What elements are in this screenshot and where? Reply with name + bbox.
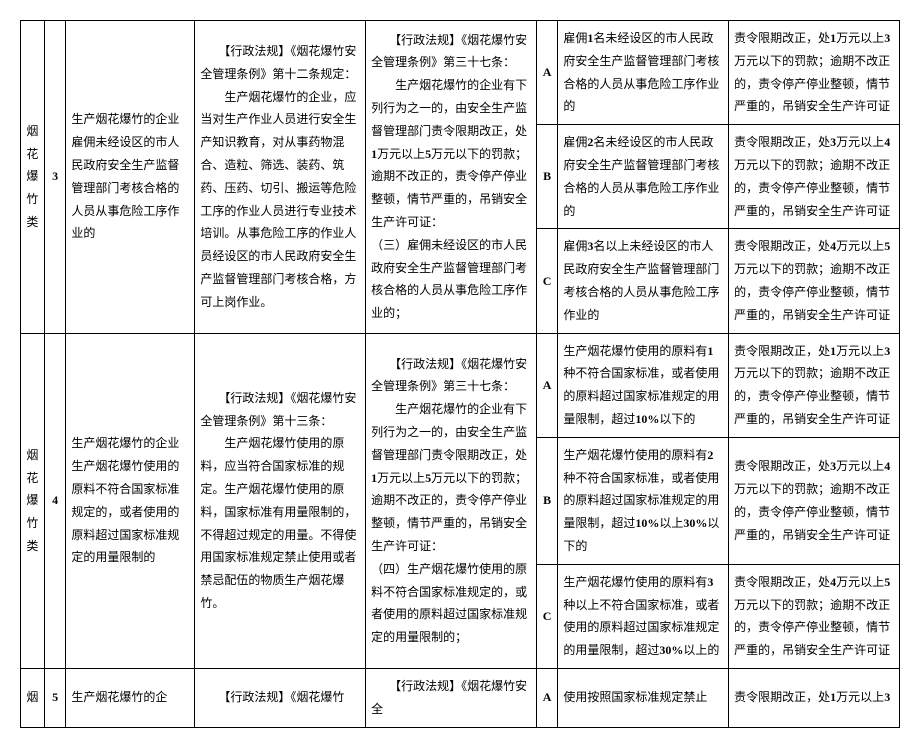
grade-cell: A — [536, 21, 557, 125]
table-row: 烟花爆竹类3生产烟花爆竹的企业雇佣未经设区的市人民政府安全生产监督管理部门考核合… — [21, 21, 900, 125]
penalty-cell: 责令限期改正，处1万元以上3 — [729, 668, 900, 727]
row-number-cell: 3 — [44, 21, 65, 334]
penalty-rule-cell: 【行政法规】《烟花爆竹安全 — [366, 668, 537, 727]
condition-cell: 使用按照国家标准规定禁止 — [558, 668, 729, 727]
category-cell: 烟花爆竹类 — [21, 21, 45, 334]
row-number-cell: 4 — [44, 333, 65, 668]
category-cell: 烟 — [21, 668, 45, 727]
condition-cell: 雇佣1名未经设区的市人民政府安全生产监督管理部门考核合格的人员从事危险工序作业的 — [558, 21, 729, 125]
grade-cell: B — [536, 437, 557, 564]
grade-cell: A — [536, 668, 557, 727]
category-cell: 烟花爆竹类 — [21, 333, 45, 668]
penalty-cell: 责令限期改正，处3万元以上4万元以下的罚款；逾期不改正的，责令停产停业整顿，情节… — [729, 125, 900, 229]
condition-cell: 雇佣3名以上未经设区的市人民政府安全生产监督管理部门考核合格的人员从事危险工序作… — [558, 229, 729, 333]
row-number-cell: 5 — [44, 668, 65, 727]
condition-cell: 雇佣2名未经设区的市人民政府安全生产监督管理部门考核合格的人员从事危险工序作业的 — [558, 125, 729, 229]
violation-item-cell: 生产烟花爆竹的企业雇佣未经设区的市人民政府安全生产监督管理部门考核合格的人员从事… — [66, 21, 195, 334]
penalty-rule-cell: 【行政法规】《烟花爆竹安全管理条例》第三十七条： 生产烟花爆竹的企业有下列行为之… — [366, 333, 537, 668]
penalty-cell: 责令限期改正，处1万元以上3万元以下的罚款；逾期不改正的，责令停产停业整顿，情节… — [729, 21, 900, 125]
table-row: 烟花爆竹类4生产烟花爆竹的企业生产烟花爆竹使用的原料不符合国家标准规定的，或者使… — [21, 333, 900, 437]
grade-cell: C — [536, 564, 557, 668]
condition-cell: 生产烟花爆竹使用的原料有1种不符合国家标准，或者使用的原料超过国家标准规定的用量… — [558, 333, 729, 437]
legal-basis-cell: 【行政法规】《烟花爆竹 — [195, 668, 366, 727]
legal-basis-cell: 【行政法规】《烟花爆竹安全管理条例》第十三条： 生产烟花爆竹使用的原料，应当符合… — [195, 333, 366, 668]
penalty-cell: 责令限期改正，处1万元以上3万元以下的罚款；逾期不改正的，责令停产停业整顿，情节… — [729, 333, 900, 437]
penalty-table: 烟花爆竹类3生产烟花爆竹的企业雇佣未经设区的市人民政府安全生产监督管理部门考核合… — [20, 20, 900, 728]
grade-cell: A — [536, 333, 557, 437]
grade-cell: C — [536, 229, 557, 333]
condition-cell: 生产烟花爆竹使用的原料有3种以上不符合国家标准，或者使用的原料超过国家标准规定的… — [558, 564, 729, 668]
condition-cell: 生产烟花爆竹使用的原料有2种不符合国家标准，或者使用的原料超过国家标准规定的用量… — [558, 437, 729, 564]
table-row: 烟5生产烟花爆竹的企 【行政法规】《烟花爆竹 【行政法规】《烟花爆竹安全A使用按… — [21, 668, 900, 727]
penalty-cell: 责令限期改正，处4万元以上5万元以下的罚款；逾期不改正的，责令停产停业整顿，情节… — [729, 564, 900, 668]
penalty-rule-cell: 【行政法规】《烟花爆竹安全管理条例》第三十七条： 生产烟花爆竹的企业有下列行为之… — [366, 21, 537, 334]
violation-item-cell: 生产烟花爆竹的企 — [66, 668, 195, 727]
grade-cell: B — [536, 125, 557, 229]
penalty-cell: 责令限期改正，处3万元以上4万元以下的罚款；逾期不改正的，责令停产停业整顿，情节… — [729, 437, 900, 564]
legal-basis-cell: 【行政法规】《烟花爆竹安全管理条例》第十二条规定： 生产烟花爆竹的企业，应当对生… — [195, 21, 366, 334]
violation-item-cell: 生产烟花爆竹的企业生产烟花爆竹使用的原料不符合国家标准规定的，或者使用的原料超过… — [66, 333, 195, 668]
penalty-cell: 责令限期改正，处4万元以上5万元以下的罚款；逾期不改正的，责令停产停业整顿，情节… — [729, 229, 900, 333]
